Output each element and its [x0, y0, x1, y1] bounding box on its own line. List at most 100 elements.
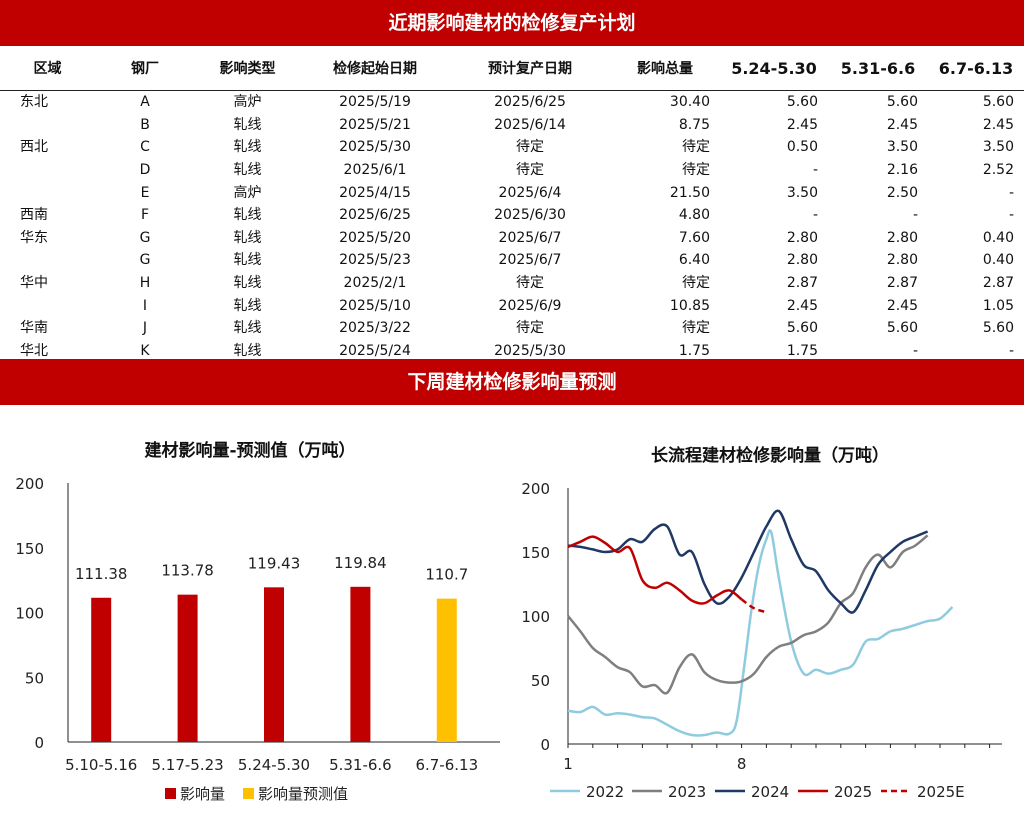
- bar-y-tick-label: 100: [15, 605, 44, 623]
- table-cell: 待定: [682, 162, 710, 179]
- table-cell: 21.50: [669, 184, 710, 201]
- table-cell: 2.80: [886, 252, 918, 269]
- bar-legend-label-1: 影响量预测值: [258, 785, 348, 803]
- table-cell: 6.40: [678, 252, 710, 269]
- table-cell: 2.45: [886, 116, 918, 133]
- bar-value-label: 119.84: [334, 554, 387, 572]
- bar-3: [350, 586, 371, 742]
- bar-chart-title: 建材影响量-预测值（万吨）: [144, 441, 356, 461]
- table-cell: -: [812, 207, 818, 224]
- table-cell: 2.45: [982, 116, 1014, 133]
- bar-category-label: 6.7-6.13: [415, 756, 478, 774]
- table-cell: 2025/6/4: [498, 184, 562, 201]
- line-x-tick-label: 8: [737, 755, 747, 773]
- bar-0: [91, 597, 112, 742]
- table-cell: 0.40: [982, 252, 1014, 269]
- line-series-2022: [567, 529, 954, 737]
- table-cell: 30.40: [669, 94, 710, 111]
- bar-1: [177, 594, 198, 742]
- table-cell: 待定: [516, 139, 544, 156]
- table-cell: 轧线: [233, 252, 262, 269]
- table-row: 西北 C 轧线 2025/5/30 待定 待定 0.50 3.50 3.50: [0, 136, 1024, 159]
- table-cell: 2025/5/20: [339, 229, 411, 246]
- table-cell: 2025/3/22: [339, 320, 411, 337]
- bar-legend-swatch-0: [165, 788, 176, 799]
- table-cell: 0.40: [982, 229, 1014, 246]
- table-cell: 2025/6/25: [494, 94, 566, 111]
- table-cell: 2025/5/21: [339, 116, 411, 133]
- line-y-tick-label: 0: [540, 736, 550, 754]
- table-row: E 高炉 2025/4/15 2025/6/4 21.50 3.50 2.50 -: [0, 181, 1024, 204]
- table-cell: 2025/6/7: [498, 252, 562, 269]
- table-cell: 2025/5/23: [339, 252, 411, 269]
- table-row: 华南 J 轧线 2025/3/22 待定 待定 5.60 5.60 5.60: [0, 317, 1024, 340]
- line-y-tick-label: 50: [531, 672, 550, 690]
- line-y-tick-label: 150: [521, 544, 550, 562]
- bar-value-label: 110.7: [425, 566, 468, 584]
- bar-legend-swatch-1: [243, 788, 254, 799]
- forecast-banner: 下周建材检修影响量预测: [0, 359, 1024, 405]
- line-y-tick-label: 100: [521, 608, 550, 626]
- table-row: D 轧线 2025/6/1 待定 待定 - 2.16 2.52: [0, 159, 1024, 182]
- line-legend-label-1: 2023: [668, 783, 706, 801]
- table-cell: C: [140, 139, 150, 156]
- line-series-2025E: [740, 598, 767, 614]
- table-cell: 2.87: [982, 275, 1014, 292]
- table-cell: F: [140, 207, 150, 224]
- table-cell: 东北: [20, 94, 48, 111]
- table-row: I 轧线 2025/5/10 2025/6/9 10.85 2.45 2.45 1.05: [0, 294, 1024, 317]
- line-series-2024: [567, 509, 929, 614]
- table-cell: 2.80: [786, 252, 818, 269]
- bar-value-label: 113.78: [161, 562, 214, 580]
- table-cell: 1.05: [982, 297, 1014, 314]
- bar-4: [436, 598, 457, 742]
- table-cell: 华东: [20, 229, 48, 246]
- table-cell: 轧线: [233, 116, 262, 133]
- table-row: 华中 H 轧线 2025/2/1 待定 待定 2.87 2.87 2.87: [0, 272, 1024, 295]
- bar-y-tick-label: 200: [15, 475, 44, 493]
- table-cell: 4.80: [678, 207, 710, 224]
- table-cell: 西南: [20, 207, 48, 224]
- table-cell: 待定: [516, 320, 544, 337]
- table-cell: 2025/6/9: [498, 297, 562, 314]
- table-cell: 轧线: [233, 229, 262, 246]
- table-cell: 1.75: [720, 339, 828, 364]
- bar-category-label: 5.24-5.30: [238, 756, 310, 774]
- col-header-6: 5.24-5.30: [720, 46, 828, 91]
- bar-category-label: 5.17-5.23: [151, 756, 223, 774]
- table-cell: 2025/6/25: [339, 207, 411, 224]
- bar-y-tick-label: 0: [34, 734, 44, 752]
- top-banner: 近期影响建材的检修复产计划: [0, 0, 1024, 46]
- table-cell: 2.87: [886, 275, 918, 292]
- table-cell: 2025/5/30: [339, 139, 411, 156]
- table-cell: 2.87: [786, 275, 818, 292]
- table-cell: B: [140, 116, 150, 133]
- table-cell: H: [139, 275, 151, 292]
- table-cell: 2.45: [786, 116, 818, 133]
- table-cell: 1.75: [610, 339, 720, 364]
- col-header-7: 5.31-6.6: [828, 46, 928, 91]
- table-cell: [0, 159, 95, 182]
- table-cell: -: [1008, 184, 1014, 201]
- table-cell: 2025/5/19: [339, 94, 411, 111]
- line-legend-label-4: 2025E: [917, 783, 965, 801]
- table-cell: 7.60: [678, 229, 710, 246]
- table-cell: 2.52: [982, 162, 1014, 179]
- table-cell: 高炉: [233, 94, 262, 111]
- table-cell: 5.60: [886, 94, 918, 111]
- table-cell: 轧线: [233, 297, 262, 314]
- table-cell: 2025/4/15: [339, 184, 411, 201]
- table-cell: 5.60: [886, 320, 918, 337]
- table-cell: 华南: [20, 320, 48, 337]
- table-cell: A: [140, 94, 150, 111]
- table-cell: 轧线: [233, 320, 262, 337]
- table-cell: 轧线: [233, 207, 262, 224]
- table-cell: 8.75: [678, 116, 710, 133]
- table-body: 东北 A 高炉 2025/5/19 2025/6/25 30.40 5.60 5.60 5.60…: [0, 91, 1024, 364]
- table-cell: 0.50: [786, 139, 818, 156]
- table-cell: [0, 249, 95, 272]
- table-row: G 轧线 2025/5/23 2025/6/7 6.40 2.80 2.80 0.40: [0, 249, 1024, 272]
- table-cell: 待定: [682, 139, 710, 156]
- table-cell: 轧线: [233, 275, 262, 292]
- table-cell: 轧线: [233, 139, 262, 156]
